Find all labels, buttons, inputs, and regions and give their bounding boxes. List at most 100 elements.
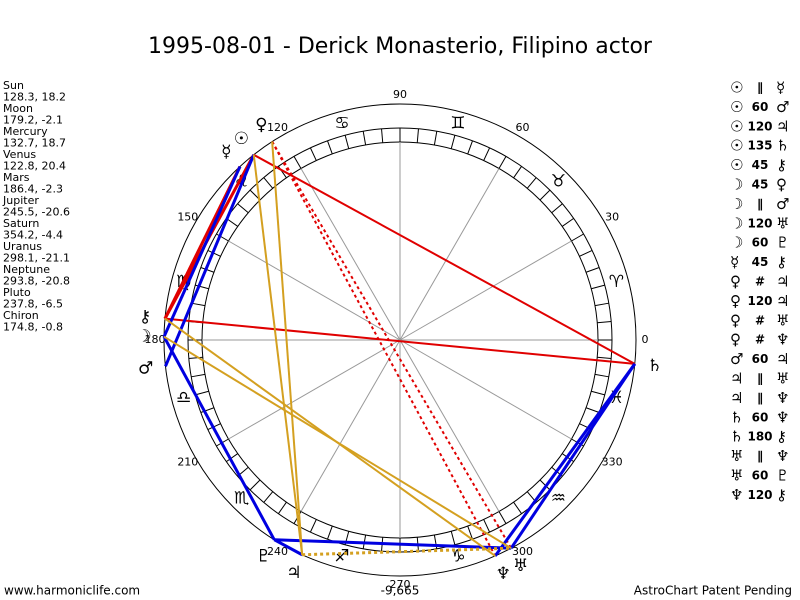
planet-name: Venus bbox=[3, 148, 36, 161]
planet-glyph: ♂ bbox=[138, 359, 153, 379]
aspect-planet-a: ☉ bbox=[730, 156, 743, 174]
aspect-type: 60 bbox=[752, 410, 769, 424]
planet-name: Jupiter bbox=[2, 194, 39, 207]
aspect-line bbox=[273, 538, 303, 557]
degree-label: 270 bbox=[390, 578, 411, 591]
aspect-planet-a: ♀ bbox=[730, 292, 741, 310]
aspect-type: # bbox=[755, 313, 765, 327]
aspect-line bbox=[302, 546, 512, 557]
hatch-tick bbox=[561, 217, 574, 227]
planet-glyph: ☽ bbox=[136, 326, 151, 346]
aspect-planet-a: ♂ bbox=[730, 350, 743, 368]
planet-position: 122.8, 20.4 bbox=[3, 160, 66, 173]
footer-left: www.harmoniclife.com bbox=[4, 584, 140, 598]
hatch-tick bbox=[585, 267, 600, 273]
degree-label: 60 bbox=[516, 121, 530, 134]
hatch-tick bbox=[200, 267, 215, 273]
hatch-tick bbox=[526, 177, 537, 189]
hatch-tick bbox=[362, 131, 367, 146]
spoke bbox=[300, 168, 401, 341]
aspect-planet-b: ♆ bbox=[776, 408, 789, 426]
aspect-planet-b: ♃ bbox=[776, 292, 789, 310]
hatch-tick bbox=[585, 407, 600, 413]
chart-title: 1995-08-01 - Derick Monasterio, Filipino… bbox=[148, 34, 653, 59]
hatch-tick bbox=[327, 140, 333, 155]
planet-name: Mercury bbox=[3, 125, 48, 138]
hatch-tick bbox=[191, 302, 206, 307]
zodiac-sign: ♏ bbox=[234, 488, 249, 508]
planet-position: 298.1, -21.1 bbox=[3, 252, 70, 265]
degree-label: 180 bbox=[145, 333, 166, 346]
aspect-planet-a: ♀ bbox=[730, 331, 741, 349]
aspect-planet-b: ♀ bbox=[776, 176, 787, 194]
planet-name: Chiron bbox=[3, 309, 39, 322]
aspect-planet-b: ⚷ bbox=[776, 253, 787, 271]
aspect-line bbox=[271, 141, 497, 557]
hatch-tick bbox=[483, 147, 491, 161]
degree-label: 90 bbox=[393, 88, 407, 101]
aspect-type: 60 bbox=[752, 100, 769, 114]
aspect-planet-a: ♄ bbox=[730, 428, 743, 446]
spoke bbox=[399, 339, 500, 512]
hatch-tick bbox=[327, 525, 333, 540]
planet-glyph: ⚷ bbox=[139, 307, 151, 327]
aspect-planet-b: ♆ bbox=[776, 447, 789, 465]
planet-name: Saturn bbox=[3, 217, 39, 230]
hatch-tick bbox=[191, 373, 206, 378]
hatch-tick bbox=[597, 321, 612, 324]
footer-right: AstroChart Patent Pending bbox=[634, 584, 792, 598]
aspect-planet-b: ♃ bbox=[776, 350, 789, 368]
aspect-type: ∥ bbox=[757, 81, 763, 95]
planet-glyph: ♇ bbox=[256, 547, 271, 567]
aspect-planet-a: ☽ bbox=[730, 234, 743, 252]
aspect-type: ∥ bbox=[757, 197, 763, 211]
hatch-tick bbox=[381, 128, 384, 143]
planet-name: Moon bbox=[3, 102, 33, 115]
outer-circle bbox=[163, 103, 637, 577]
aspect-planet-b: ♇ bbox=[776, 234, 789, 252]
zodiac-sign: ♊ bbox=[450, 114, 465, 134]
spoke bbox=[228, 339, 401, 440]
aspect-line bbox=[509, 363, 637, 550]
hatch-tick bbox=[216, 233, 229, 242]
hatch-tick bbox=[498, 156, 507, 169]
degree-label: 240 bbox=[267, 545, 288, 558]
spoke bbox=[399, 240, 572, 341]
aspect-type: 180 bbox=[747, 430, 772, 444]
planet-position: 186.4, -2.3 bbox=[3, 183, 63, 196]
planet-position: 293.8, -20.8 bbox=[3, 275, 70, 288]
planet-position: 354.2, -4.4 bbox=[3, 229, 63, 242]
aspect-planet-a: ☉ bbox=[730, 98, 743, 116]
hatch-tick bbox=[277, 501, 287, 514]
hatch-tick bbox=[188, 356, 203, 359]
planet-name: Sun bbox=[3, 79, 24, 92]
hatch-tick bbox=[309, 147, 317, 161]
aspect-line bbox=[162, 335, 276, 541]
aspect-planet-b: ♃ bbox=[776, 273, 789, 291]
aspect-planet-a: ♆ bbox=[730, 486, 743, 504]
zodiac-sign: ♉ bbox=[551, 172, 566, 192]
zodiac-sign: ♐ bbox=[334, 546, 349, 566]
aspect-planet-a: ☿ bbox=[730, 253, 739, 271]
aspect-type: 60 bbox=[752, 236, 769, 250]
degree-label: 0 bbox=[642, 333, 649, 346]
planet-glyph: ☿ bbox=[221, 142, 231, 162]
aspect-type: 45 bbox=[752, 255, 769, 269]
hatch-tick bbox=[498, 511, 507, 524]
aspect-type: ∥ bbox=[757, 372, 763, 386]
aspect-planet-a: ☽ bbox=[730, 214, 743, 232]
hatch-tick bbox=[263, 177, 274, 189]
aspect-planet-a: ♅ bbox=[730, 467, 743, 485]
aspect-line bbox=[164, 317, 496, 557]
aspect-type: # bbox=[755, 333, 765, 347]
aspect-type: 135 bbox=[747, 139, 772, 153]
aspect-planet-b: ♅ bbox=[776, 370, 789, 388]
aspect-planet-a: ☉ bbox=[730, 137, 743, 155]
degree-label: 120 bbox=[267, 121, 288, 134]
aspect-planet-a: ♀ bbox=[730, 311, 741, 329]
aspect-line bbox=[162, 165, 242, 338]
planet-position: 237.8, -6.5 bbox=[3, 298, 63, 311]
footer-center: -9,665 bbox=[381, 584, 420, 598]
aspect-type: ∥ bbox=[757, 391, 763, 405]
hatch-tick bbox=[597, 356, 612, 359]
